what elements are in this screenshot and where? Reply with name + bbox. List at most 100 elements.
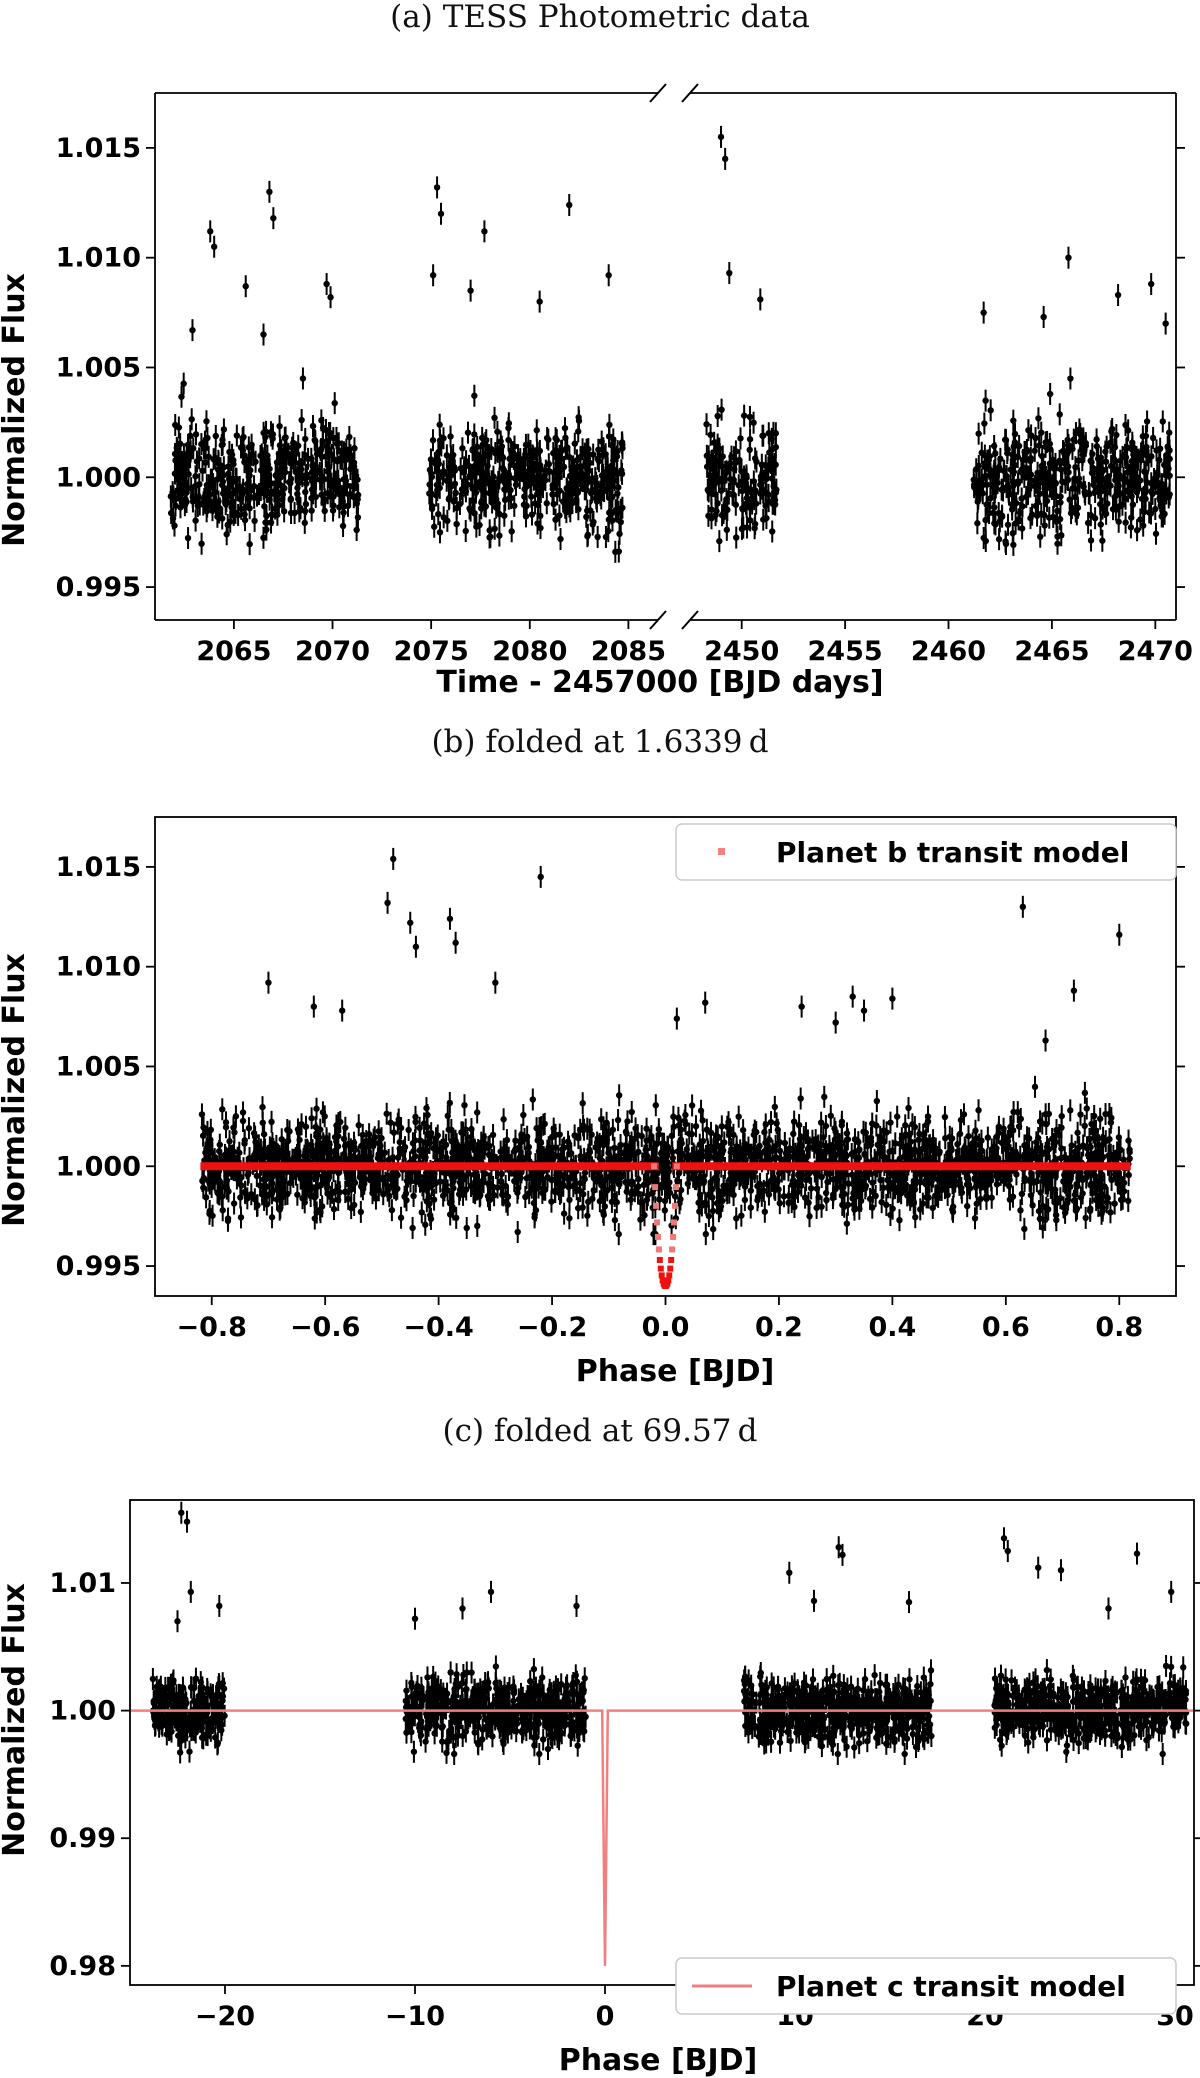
panel-a-seg2-data-point [1074,504,1082,511]
panel-a-seg2-data-point [987,495,994,502]
panel-a-seg2-data-point [704,486,711,494]
panel-a-seg2-data-point [1048,485,1055,493]
panel-a-seg1-data-point [550,500,557,508]
panel-a-seg2-data-point [765,429,772,437]
panel-a-seg2-data-point [1064,476,1072,484]
panel-a-seg2-data-point [1122,519,1129,526]
panel-a-seg2-data-point [1033,479,1040,486]
panel-a-seg1-data-point [302,435,309,443]
panel-a-seg1-data-point [615,508,622,516]
panel-a-seg1-data-point [330,434,337,442]
panel-a-seg1-data-point [499,464,507,472]
panel-a-seg2-data-point [1040,313,1047,321]
panel-a-seg1-data-point [536,298,543,305]
panel-a-seg2-data-point [1072,463,1079,471]
panel-a-seg1-data-point [210,243,218,250]
panel-a-seg1-data-point [176,468,183,475]
panel-a-seg1-data-point [563,508,570,516]
panel-a-seg1-data-point [218,481,226,489]
panel-a-seg2-data-point [1011,430,1019,438]
panel-a-seg1-data-point [593,482,601,490]
panel-a-seg2-data-point [1005,490,1013,497]
panel-a-seg1-data-point [481,489,489,496]
panel-a-seg1-data-point [605,527,612,535]
panel-a-seg2-data-point [750,419,757,426]
panel-a-seg2-data-point [1043,497,1051,505]
panel-a-seg2-data-point [1128,514,1135,521]
panel-a-seg1-data-point [556,473,563,481]
panel-a-seg1-data-point [521,493,528,500]
panel-a-seg1-data-point [511,443,518,450]
panel-a-seg1-data-point [169,488,176,496]
panel-a-seg2-data-point [736,456,743,464]
panel-a-seg2-data-point [1041,468,1049,475]
panel-a-seg1-data-point [187,432,194,440]
panel-a-seg2-data-point [1050,493,1058,501]
panel-a-seg1-data-point [610,436,617,443]
panel-a-seg1-data-point [302,475,309,482]
panel-a-seg1-data-point [575,506,582,513]
panel-a-seg2-data-point [751,525,758,532]
panel-a-seg2-data-point [768,475,776,482]
panel-a-seg1-data-point [575,428,582,435]
panel-a-seg2-data-point [1099,505,1106,512]
panel-a-seg2-data-point [1099,476,1106,483]
panel-a-seg2-data-point [1124,463,1131,470]
panel-a-seg1-data-point [251,517,258,525]
panel-a-seg2-data-point [765,497,772,505]
panel-a-seg2-data-point [1130,468,1137,476]
panel-a-seg2-data-point [1027,454,1034,462]
panel-a-x-tick-label: 2460 [911,636,986,667]
panel-a-seg1-data-point [496,510,503,518]
panel-a-seg1-data-point [198,440,205,448]
panel-a-seg1-data-point [615,484,622,491]
panel-a-seg2-data-point [1059,478,1066,485]
panel-a-seg2-data-point [1003,473,1010,480]
panel-a-seg2-data-point [1158,488,1166,495]
panel-a-seg2-data-point [1058,532,1065,539]
panel-a-seg1-data-point [435,448,443,455]
panel-a-seg2-data-point [762,502,769,509]
panel-a-seg1-data-point [327,491,335,498]
panel-a-seg1-data-point [584,472,591,480]
panel-a-seg2-data-point [716,537,723,545]
panel-a-seg2-data-point [1065,441,1072,449]
panel-a-seg1-data-point [250,494,258,501]
panel-a-seg1-data-point [328,451,335,459]
panel-a-seg1-data-point [241,452,248,459]
panel-a-seg1-data-point [225,476,233,483]
panel-a-seg1-data-point [202,459,209,466]
panel-a-seg1-data-point [584,479,591,486]
panel-a-seg1-data-point [172,457,179,464]
panel-a-seg2-data-point [771,496,779,504]
panel-a-seg1-data-point [587,507,594,514]
panel-a-seg1-data-point [322,453,329,460]
panel-a-seg1-data-point [308,477,316,485]
panel-a-seg1-data-point [509,448,517,456]
panel-a-seg2-data-point [1043,438,1051,446]
panel-a-seg1-data-point [528,493,535,500]
panel-a-seg2-data-point [1016,509,1024,517]
panel-a-seg2-data-point [1076,438,1084,445]
panel-a-seg2-data-point [1019,456,1027,464]
panel-a-seg2-data-point [1097,488,1105,495]
panel-a-seg2-data-point [1046,390,1054,398]
panel-a-seg1-data-point [219,515,226,522]
panel-a-seg2-data-point [1027,432,1035,439]
panel-a-seg2-data-point [1114,483,1121,490]
panel-a-seg2-data-point [1034,469,1041,476]
panel-a-seg1-data-point [232,509,239,517]
panel-a-seg2-data-point [1129,501,1137,508]
panel-a-seg2-data-point [1103,443,1110,450]
panel-a-seg2-data-point [715,478,723,485]
panel-a-seg1-data-point [545,460,553,468]
panel-a-seg2-data-point [1129,479,1136,486]
panel-a-seg1-data-point [616,530,623,538]
panel-a-seg1-data-point [273,459,281,466]
panel-a-seg1-data-point [259,455,266,462]
panel-a-seg1-data-point [594,455,601,463]
panel-a-seg1-data-point [311,436,318,444]
panel-a-seg1-data-point [354,476,361,483]
panel-a-seg1-data-point [169,515,177,522]
panel-a-seg1-data-point [308,469,316,476]
